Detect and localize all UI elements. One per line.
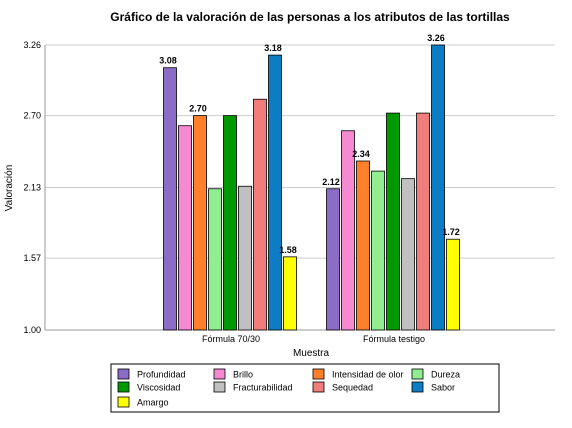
chart-title: Gráfico de la valoración de las personas…: [110, 10, 510, 24]
legend-entry: Amargo: [137, 398, 169, 408]
legend-entry: Sabor: [431, 383, 455, 393]
x-tick-label: Fórmula testigo: [363, 334, 425, 344]
data-label: 1.72: [442, 227, 460, 237]
data-label: 3.18: [264, 43, 282, 53]
bar: [193, 115, 207, 331]
bar: [326, 188, 340, 331]
x-tick-label: Fórmula 70/30: [202, 334, 260, 344]
y-axis-label: Valoración: [4, 165, 15, 212]
bars: 3.08 2.70 3.18 1.58 2.12 2.34 3.26 1.72: [159, 33, 460, 331]
x-axis-label: Muestra: [293, 348, 330, 359]
y-tick-label: 1.57: [23, 253, 41, 263]
bar: [356, 160, 370, 331]
legend-swatch: [117, 381, 130, 393]
legend-entry: Fracturabilidad: [233, 383, 293, 393]
legend-swatch: [213, 368, 226, 380]
legend-swatch: [117, 368, 130, 380]
bar: [253, 98, 267, 331]
bar: [178, 125, 192, 331]
legend-entry: Brillo: [233, 370, 253, 380]
data-label: 1.58: [279, 245, 297, 255]
bar: [386, 112, 400, 331]
bar: [163, 67, 177, 331]
legend-swatch: [213, 381, 226, 393]
x-ticks: Fórmula 70/30 Fórmula testigo: [202, 334, 425, 344]
data-label: 3.26: [427, 33, 445, 43]
bar: [238, 185, 252, 331]
grid: [44, 44, 555, 331]
legend-entry: Intensidad de olor: [332, 370, 404, 380]
legend-swatch: [312, 381, 325, 393]
legend-entry: Dureza: [431, 370, 460, 380]
legend-box: [110, 363, 500, 413]
legend: Profundidad Brillo Intensidad de olor Durez…: [110, 363, 500, 413]
y-tick-label: 1.00: [23, 325, 41, 335]
bar: [208, 188, 222, 331]
data-label: 3.08: [159, 56, 177, 66]
y-tick-label: 2.70: [23, 111, 41, 121]
legend-entry: Sequedad: [332, 383, 373, 393]
legend-entry: Profundidad: [137, 370, 186, 380]
y-ticks: 1.00 1.57 2.13 2.70 3.26: [23, 40, 41, 335]
legend-entry: Viscosidad: [137, 383, 180, 393]
bar: [283, 256, 297, 331]
legend-swatch: [312, 368, 325, 380]
bar: [431, 44, 445, 331]
y-tick-label: 3.26: [23, 40, 41, 50]
bar: [371, 170, 385, 331]
bar: [341, 130, 355, 331]
legend-swatch: [117, 396, 130, 408]
data-label: 2.12: [322, 177, 340, 187]
legend-swatch: [411, 381, 424, 393]
bar: [223, 115, 237, 331]
bar: [268, 54, 282, 331]
legend-swatch: [411, 368, 424, 380]
bar: [416, 112, 430, 331]
y-tick-label: 2.13: [23, 183, 41, 193]
bar: [446, 238, 460, 331]
data-label: 2.34: [352, 149, 370, 159]
data-label: 2.70: [189, 104, 207, 114]
bar: [401, 178, 415, 331]
